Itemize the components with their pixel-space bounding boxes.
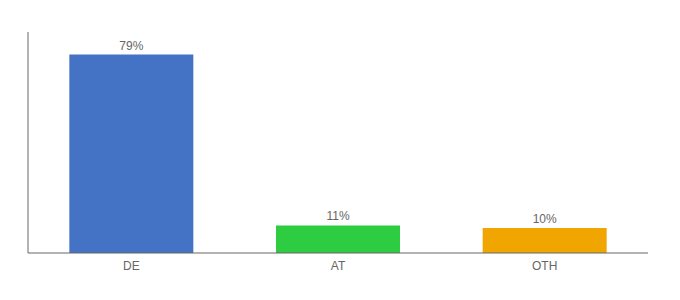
svg-text:79%: 79% bbox=[119, 39, 143, 53]
svg-text:AT: AT bbox=[331, 259, 346, 273]
svg-text:DE: DE bbox=[123, 259, 140, 273]
svg-text:OTH: OTH bbox=[532, 259, 557, 273]
svg-text:11%: 11% bbox=[326, 209, 349, 223]
svg-text:10%: 10% bbox=[533, 212, 557, 226]
